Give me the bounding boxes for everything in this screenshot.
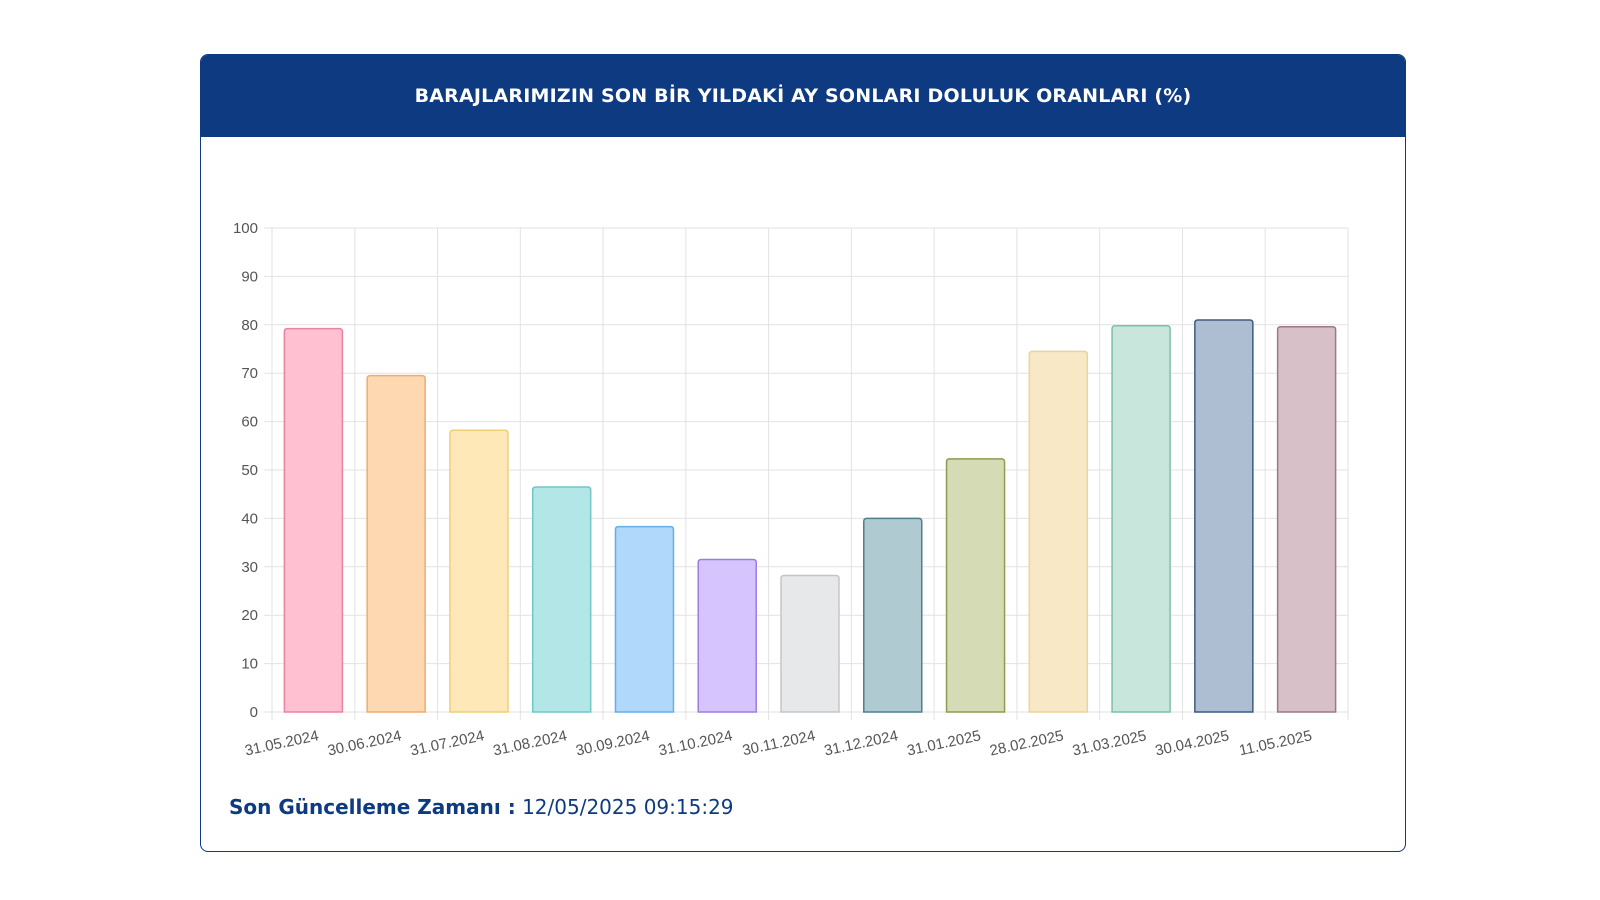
x-tick-label: 31.12.2024 xyxy=(823,727,900,757)
last-update-value: 12/05/2025 09:15:29 xyxy=(522,795,734,819)
bar-31.07.2024[interactable] xyxy=(449,429,509,713)
bar-31.01.2025[interactable] xyxy=(945,458,1006,713)
y-tick-label: 90 xyxy=(241,268,258,285)
bar-30.04.2025[interactable] xyxy=(1194,319,1254,713)
bar-31.12.2024[interactable] xyxy=(863,517,923,713)
y-axis-ticks: 0 10 20 30 40 50 60 70 80 90 100 xyxy=(233,220,258,721)
x-tick-label: 28.02.2025 xyxy=(988,727,1065,757)
x-tick-label: 30.09.2024 xyxy=(574,727,651,757)
y-tick-label: 50 xyxy=(241,462,258,479)
bar-30.06.2024[interactable] xyxy=(366,374,426,713)
bar-chart: 0 10 20 30 40 50 60 70 80 90 100 31.05.2024 30.06.2… xyxy=(233,220,1349,757)
y-tick-label: 20 xyxy=(241,607,258,624)
y-tick-label: 40 xyxy=(241,510,258,527)
bar-28.02.2025[interactable] xyxy=(1028,350,1089,713)
last-update: Son Güncelleme Zamanı : 12/05/2025 09:15… xyxy=(229,795,734,819)
x-tick-label: 31.07.2024 xyxy=(409,727,486,757)
x-axis-ticks: 31.05.2024 30.06.2024 31.07.2024 31.08.2024… xyxy=(243,727,1313,757)
x-tick-label: 30.06.2024 xyxy=(326,727,403,757)
bar-31.03.2025[interactable] xyxy=(1111,325,1171,713)
y-tick-label: 10 xyxy=(241,656,258,673)
bar-31.05.2024[interactable] xyxy=(283,327,344,713)
chart-card: BARAJLARIMIZIN SON BİR YILDAKİ AY SONLAR… xyxy=(200,54,1406,852)
bar-30.09.2024[interactable] xyxy=(614,525,675,713)
x-tick-label: 31.08.2024 xyxy=(492,727,569,757)
x-tick-label: 11.05.2025 xyxy=(1238,727,1314,757)
x-tick-label: 30.04.2025 xyxy=(1154,727,1231,757)
last-update-label: Son Güncelleme Zamanı : xyxy=(229,795,516,819)
y-tick-label: 80 xyxy=(241,317,258,334)
y-tick-label: 0 xyxy=(250,704,258,721)
bar-11.05.2025[interactable] xyxy=(1276,325,1337,713)
bars xyxy=(283,319,1337,713)
x-tick-label: 31.05.2024 xyxy=(243,727,320,757)
y-tick-label: 100 xyxy=(233,220,258,237)
y-tick-label: 70 xyxy=(241,365,258,382)
x-tick-label: 31.10.2024 xyxy=(657,727,734,757)
x-tick-label: 31.03.2025 xyxy=(1071,727,1148,757)
x-tick-label: 30.11.2024 xyxy=(741,727,817,757)
bar-30.11.2024[interactable] xyxy=(780,574,840,713)
y-tick-label: 30 xyxy=(241,559,258,576)
x-tick-label: 31.01.2025 xyxy=(905,727,982,757)
y-tick-label: 60 xyxy=(241,414,258,431)
chart-title: BARAJLARIMIZIN SON BİR YILDAKİ AY SONLAR… xyxy=(201,55,1405,137)
grid xyxy=(264,227,1349,720)
bar-31.10.2024[interactable] xyxy=(697,558,757,713)
bar-31.08.2024[interactable] xyxy=(531,486,592,713)
